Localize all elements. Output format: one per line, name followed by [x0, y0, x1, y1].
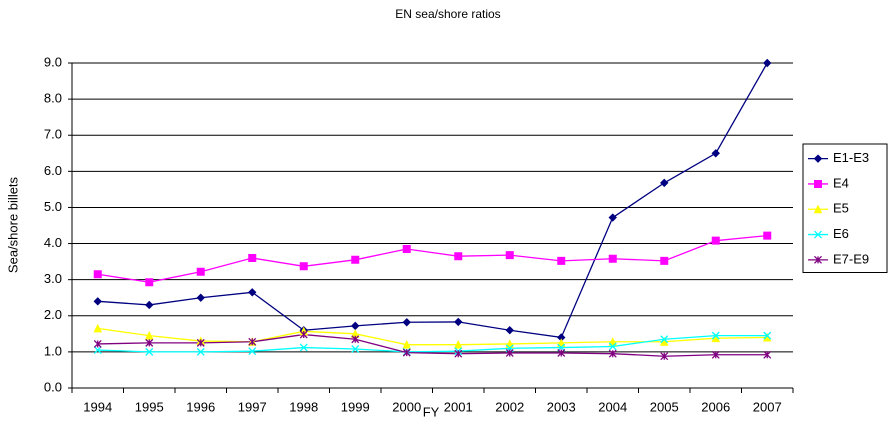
marker: [660, 352, 669, 361]
marker: [557, 256, 566, 265]
marker: [351, 255, 360, 264]
marker: [814, 179, 822, 188]
x-tick-label: 1995: [135, 399, 164, 414]
marker: [813, 204, 823, 214]
marker: [299, 262, 308, 271]
series-line: [97, 62, 768, 339]
x-tick-label: 2007: [753, 399, 782, 414]
marker: [351, 321, 360, 331]
marker: [196, 293, 205, 302]
marker: [93, 323, 103, 333]
marker: [814, 255, 822, 264]
marker: [557, 349, 566, 357]
marker: [608, 349, 617, 358]
y-tick-label: 6.0: [44, 163, 62, 178]
marker: [711, 149, 720, 158]
y-tick-label: 2.0: [44, 307, 62, 322]
marker: [660, 256, 669, 265]
marker: [608, 254, 617, 263]
y-tick-label: 8.0: [44, 91, 62, 106]
legend-label: E4: [833, 175, 849, 190]
marker: [93, 270, 102, 279]
legend-label: E1-E3: [833, 150, 869, 165]
x-tick-label: 2003: [547, 399, 576, 414]
x-tick-label: 1994: [83, 399, 112, 414]
marker: [248, 347, 257, 356]
y-tick-label: 1.0: [44, 343, 62, 358]
marker: [608, 213, 617, 222]
marker: [454, 349, 463, 358]
marker: [196, 338, 205, 347]
marker: [144, 331, 154, 340]
x-tick-label: 1997: [238, 399, 267, 414]
y-tick-label: 9.0: [44, 54, 62, 69]
marker: [608, 342, 617, 351]
marker: [660, 335, 669, 344]
series-line: [97, 334, 768, 353]
x-tick-label: 2000: [392, 399, 421, 414]
legend-label: E5: [833, 201, 849, 216]
marker: [763, 231, 772, 240]
y-tick-label: 7.0: [44, 127, 62, 142]
y-tick-label: 3.0: [44, 271, 62, 286]
marker: [145, 347, 154, 356]
x-tick-label: 2001: [444, 399, 473, 414]
legend-label: E6: [833, 226, 849, 241]
marker: [145, 278, 154, 287]
y-tick-label: 4.0: [44, 235, 62, 250]
marker: [711, 236, 720, 245]
marker: [248, 337, 257, 346]
series-line: [97, 327, 768, 346]
marker: [505, 326, 514, 335]
marker: [814, 230, 822, 239]
marker: [93, 297, 102, 306]
marker: [196, 267, 205, 276]
x-tick-label: 1996: [186, 399, 215, 414]
marker: [556, 338, 566, 347]
marker: [813, 154, 823, 163]
marker: [299, 330, 308, 339]
x-tick-label: 2005: [650, 399, 679, 414]
y-tick-label: 5.0: [44, 199, 62, 214]
marker: [93, 339, 102, 348]
x-axis-label: FY: [423, 404, 440, 419]
y-axis-label: Sea/shore billets: [5, 176, 20, 273]
marker: [505, 251, 514, 260]
marker: [454, 252, 463, 261]
marker: [660, 178, 669, 188]
legend-label: E7-E9: [833, 251, 869, 266]
marker: [453, 340, 463, 349]
x-tick-label: 1998: [289, 399, 318, 414]
marker: [402, 318, 411, 327]
marker: [351, 335, 360, 344]
marker: [145, 300, 154, 310]
marker: [608, 337, 618, 346]
marker: [402, 348, 411, 357]
series-line: [97, 234, 768, 283]
x-tick-label: 2004: [598, 399, 627, 414]
marker: [402, 244, 411, 253]
marker: [248, 254, 257, 262]
marker: [711, 331, 720, 340]
marker: [93, 346, 102, 355]
marker: [763, 350, 772, 359]
marker: [454, 317, 463, 327]
marker: [402, 340, 412, 349]
x-tick-label: 2002: [495, 399, 524, 414]
chart-title: EN sea/shore ratios: [395, 7, 500, 21]
marker: [248, 288, 257, 297]
marker: [351, 345, 360, 353]
x-tick-label: 1999: [341, 399, 370, 414]
marker: [763, 331, 772, 340]
series-line: [97, 333, 768, 357]
x-tick-label: 2006: [701, 399, 730, 414]
marker: [505, 349, 514, 357]
marker: [196, 347, 205, 356]
y-tick-label: 0.0: [44, 379, 62, 394]
marker: [763, 58, 772, 68]
marker: [711, 350, 720, 359]
marker: [145, 338, 154, 347]
marker: [299, 343, 308, 352]
